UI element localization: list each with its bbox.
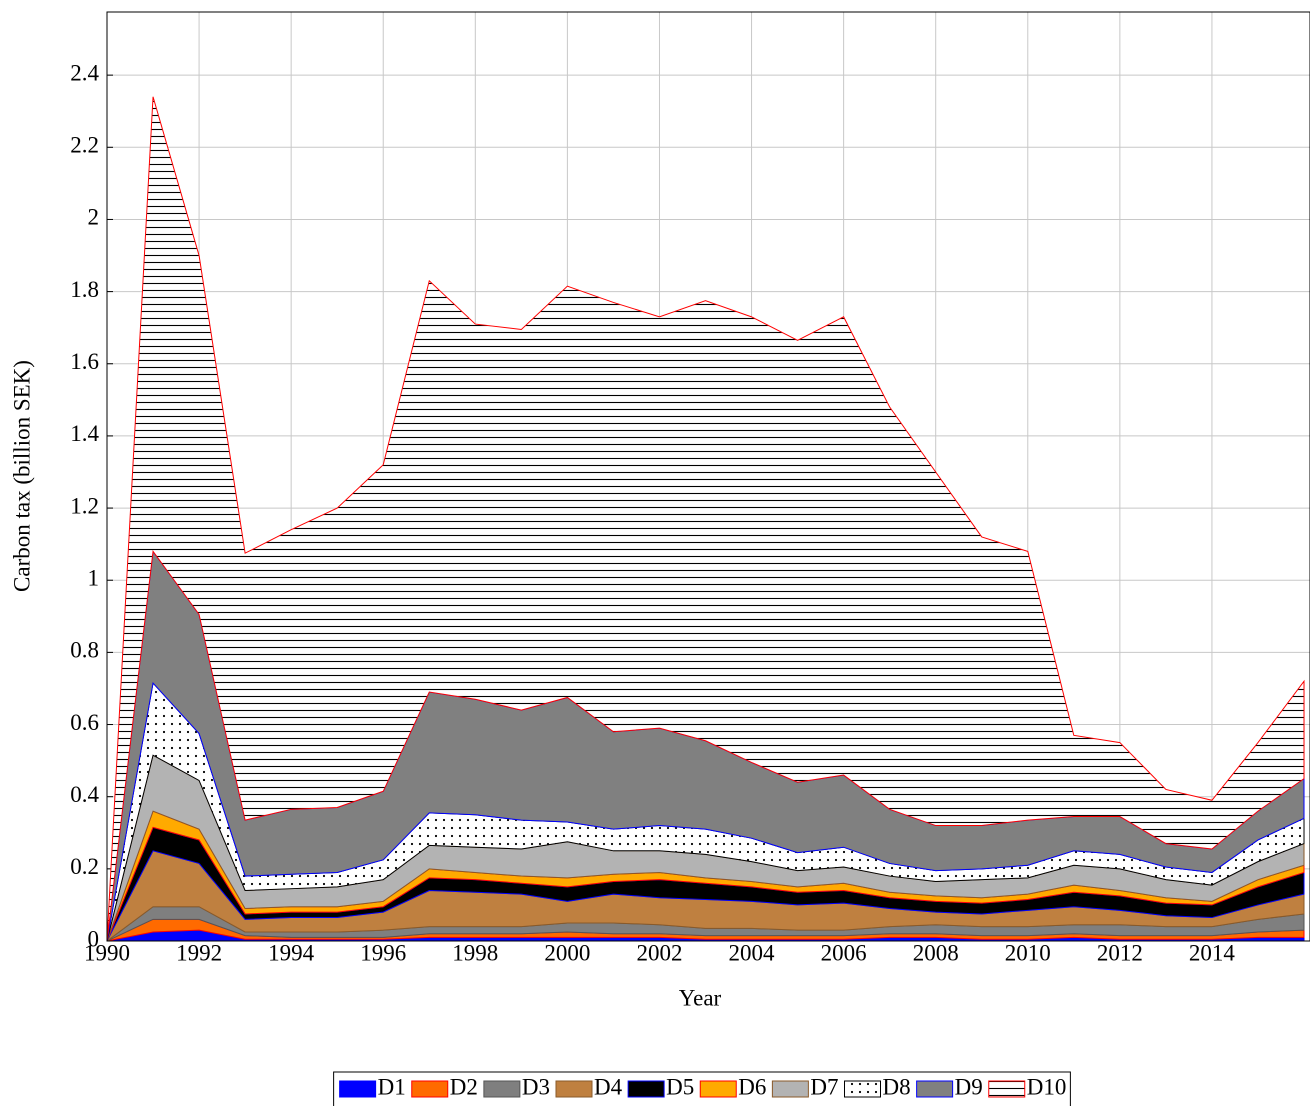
legend-swatch [483,1080,521,1098]
legend-label: D4 [594,1074,623,1099]
plot-area [107,96,1305,941]
y-tick-label: 2.4 [70,60,99,85]
y-tick-label: 1.2 [70,493,99,518]
y-tick-label: 2.2 [70,133,99,158]
x-tick-label: 2006 [821,940,867,965]
legend-label: D7 [810,1074,838,1099]
legend-label: D1 [378,1074,406,1099]
legend-label: D6 [738,1074,766,1099]
legend-label: D3 [522,1074,550,1099]
y-tick-label: 0 [88,926,100,951]
legend-swatch [699,1080,737,1098]
x-tick-label: 2008 [913,940,959,965]
x-tick-label: 2010 [1005,940,1051,965]
legend-swatch [771,1080,809,1098]
x-tick-label: 1998 [452,940,498,965]
y-tick-label: 0.8 [70,638,99,663]
x-tick-label: 2014 [1189,940,1236,965]
y-tick-label: 2 [88,205,100,230]
plot-frame [106,11,1310,942]
legend-label: D5 [666,1074,694,1099]
y-tick-label: 1 [88,566,100,591]
legend: D1 D2 D3 D4 D5 D6 D7 D8 D9 D10 [333,1071,1071,1106]
legend-swatch [916,1080,954,1098]
x-tick-label: 1992 [176,940,222,965]
x-tick-label: 2004 [729,940,776,965]
area [107,96,1305,941]
y-tick-label: 0.4 [70,782,99,807]
legend-swatch [555,1080,593,1098]
x-tick-label: 2012 [1097,940,1143,965]
legend-label: D9 [955,1074,983,1099]
legend-swatch [844,1080,881,1098]
y-tick-label: 1.4 [70,421,99,446]
legend-swatch [627,1080,665,1098]
y-tick-label: 1.8 [70,277,99,302]
y-tick-label: 0.6 [70,710,99,735]
legend-label: D8 [883,1074,911,1099]
x-axis-label: Year [679,985,722,1010]
legend-swatch [988,1080,1026,1098]
legend-swatch [411,1080,449,1098]
legend-swatch [339,1080,377,1098]
x-tick-label: 1996 [360,940,406,965]
x-tick-label: 1990 [84,940,130,965]
y-tick-label: 1.6 [70,349,99,374]
legend-label: D2 [450,1074,478,1099]
y-axis-label: Carbon tax (billion SEK) [9,360,34,592]
x-tick-label: 2002 [636,940,682,965]
legend-label: D10 [1027,1074,1067,1099]
x-tick-label: 2000 [544,940,590,965]
x-tick-label: 1994 [268,940,315,965]
y-tick-label: 0.2 [70,854,99,879]
